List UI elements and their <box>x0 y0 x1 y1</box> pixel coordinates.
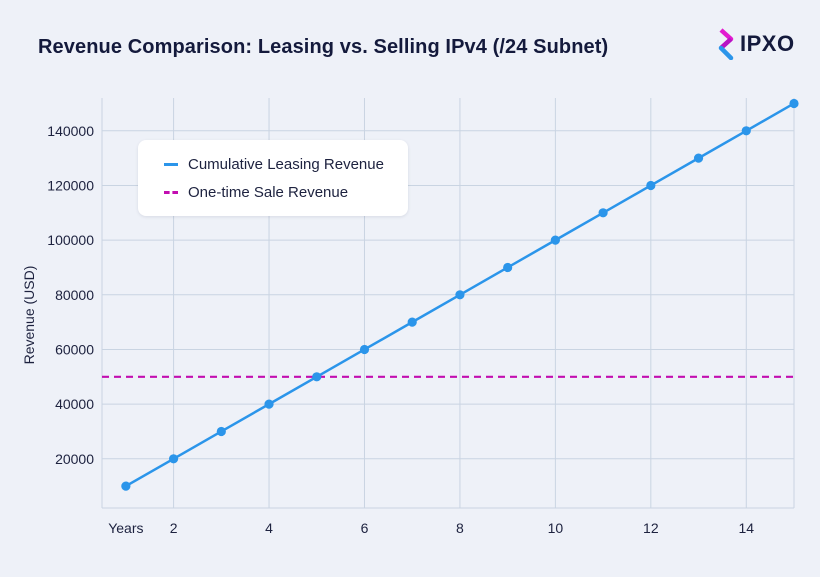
data-point-leasing <box>407 317 417 327</box>
legend-item-sale: One-time Sale Revenue <box>164 184 348 201</box>
data-point-leasing <box>455 290 465 300</box>
y-tick-label: 20000 <box>55 451 94 467</box>
x-tick-label: 10 <box>548 520 564 536</box>
legend-label-leasing: Cumulative Leasing Revenue <box>188 156 384 173</box>
series-layer <box>102 98 799 491</box>
y-tick-label: 60000 <box>55 341 94 357</box>
data-point-leasing <box>789 98 799 109</box>
x-tick-labels: 2 4 6 8 10 12 14 Years <box>108 520 754 536</box>
data-point-leasing <box>264 399 274 409</box>
y-tick-labels: 20000 40000 60000 80000 100000 120000 140000 <box>47 123 94 467</box>
legend-label-sale: One-time Sale Revenue <box>188 184 349 201</box>
data-point-leasing <box>503 262 513 273</box>
x-tick-label: 4 <box>265 520 273 536</box>
y-axis-label: Revenue (USD) <box>21 266 37 365</box>
x-tick-label: 6 <box>361 520 369 536</box>
data-point-leasing <box>312 372 322 382</box>
data-point-leasing <box>359 344 370 355</box>
y-tick-label: 80000 <box>55 287 94 303</box>
ipxo-logo: IPXO <box>718 28 795 60</box>
x-tick-label: 2 <box>170 520 178 536</box>
y-tick-label: 40000 <box>55 396 94 412</box>
legend-swatch-sale <box>164 191 178 194</box>
legend-swatch-leasing <box>164 163 178 166</box>
data-point-leasing <box>741 126 751 136</box>
x-tick-label: 8 <box>456 520 464 536</box>
data-point-leasing <box>646 180 656 191</box>
chart-legend: Cumulative Leasing Revenue One-time Sale… <box>138 140 408 216</box>
y-tick-label: 120000 <box>47 177 94 193</box>
y-gridlines <box>102 130 794 509</box>
data-point-leasing <box>550 235 560 245</box>
data-point-leasing <box>693 153 704 163</box>
legend-item-leasing: Cumulative Leasing Revenue <box>164 156 384 173</box>
data-point-leasing <box>168 454 179 464</box>
chart-title: Revenue Comparison: Leasing vs. Selling … <box>38 36 609 58</box>
data-point-leasing <box>121 481 131 491</box>
data-point-leasing <box>216 426 226 437</box>
ipxo-logo-icon <box>718 28 734 60</box>
x-tick-label-years: Years <box>108 520 143 536</box>
data-point-leasing <box>598 208 608 218</box>
logo-text: IPXO <box>740 31 795 56</box>
x-tick-label: 12 <box>643 520 659 536</box>
y-tick-label: 140000 <box>47 123 94 139</box>
x-tick-label: 14 <box>738 520 754 536</box>
y-tick-label: 100000 <box>47 232 94 248</box>
